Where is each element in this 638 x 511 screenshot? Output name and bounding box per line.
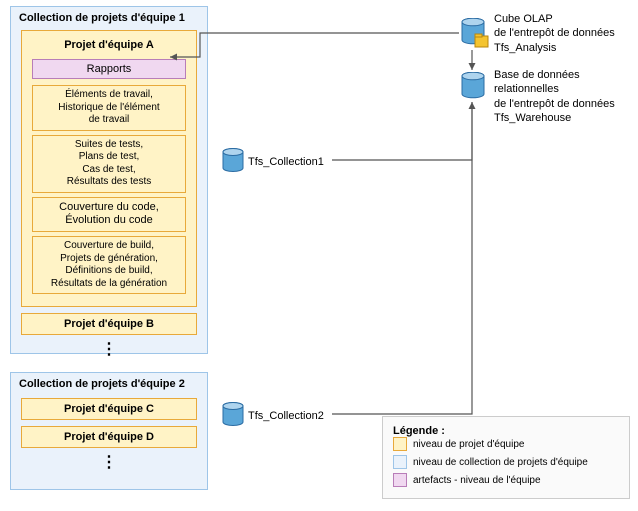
db-rel-line3: Tfs_Warehouse (494, 112, 571, 124)
project-c-title: Projet d'équipe C (22, 399, 196, 419)
legend-row-collection: niveau de collection de projets d'équipe (393, 455, 588, 469)
project-b-title: Projet d'équipe B (22, 314, 196, 334)
db-collection1-icon (222, 148, 244, 174)
project-a-title: Projet d'équipe A (28, 35, 190, 55)
db-rel-icon (461, 72, 487, 102)
db-rel-line2: de l'entrepôt de données (494, 98, 615, 110)
project-d-title: Projet d'équipe D (22, 427, 196, 447)
legend-row-project: niveau de projet d'équipe (393, 437, 588, 451)
db-collection2-icon (222, 402, 244, 428)
legend-label-1: niveau de projet d'équipe (413, 439, 524, 450)
category-work-items: Éléments de travail, Historique de l'élé… (32, 85, 186, 131)
swatch-project (393, 437, 407, 451)
category-tests: Suites de tests, Plans de test, Cas de t… (32, 135, 186, 193)
collection-2-ellipsis: ⋮ (11, 452, 207, 472)
legend-box: Légende : niveau de projet d'équipe nive… (382, 416, 630, 499)
db-olap-line2: de l'entrepôt de données (494, 27, 615, 39)
project-d-box: Projet d'équipe D (21, 426, 197, 448)
db-rel-label: Base de données relationnelles de l'entr… (494, 68, 638, 125)
artifact-rapports: Rapports (32, 59, 186, 79)
swatch-collection (393, 455, 407, 469)
db-olap-line1: Cube OLAP (494, 13, 553, 25)
collection-1-box: Collection de projets d'équipe 1 Projet … (10, 6, 208, 354)
swatch-artifact (393, 473, 407, 487)
legend-title: Légende : (393, 425, 445, 437)
legend-label-2: niveau de collection de projets d'équipe (413, 457, 588, 468)
legend-items: niveau de projet d'équipe niveau de coll… (393, 437, 588, 487)
project-c-box: Projet d'équipe C (21, 398, 197, 420)
collection-1-ellipsis: ⋮ (11, 339, 207, 359)
legend-row-artifact: artefacts - niveau de l'équipe (393, 473, 588, 487)
category-build: Couverture de build, Projets de générati… (32, 236, 186, 294)
db-olap-icon (461, 18, 487, 48)
category-code: Couverture du code, Évolution du code (32, 197, 186, 233)
project-a-box: Projet d'équipe A Rapports Éléments de t… (21, 30, 197, 307)
legend-label-3: artefacts - niveau de l'équipe (413, 475, 541, 486)
collection-1-title: Collection de projets d'équipe 1 (11, 7, 207, 24)
db-olap-line3: Tfs_Analysis (494, 42, 556, 54)
project-b-box: Projet d'équipe B (21, 313, 197, 335)
db-rel-line1: Base de données relationnelles (494, 69, 580, 95)
db-olap-label: Cube OLAP de l'entrepôt de données Tfs_A… (494, 12, 615, 55)
db-collection2-label: Tfs_Collection2 (248, 409, 324, 423)
collection-2-title: Collection de projets d'équipe 2 (11, 373, 207, 390)
collection-2-box: Collection de projets d'équipe 2 Projet … (10, 372, 208, 490)
db-collection1-label: Tfs_Collection1 (248, 155, 324, 169)
